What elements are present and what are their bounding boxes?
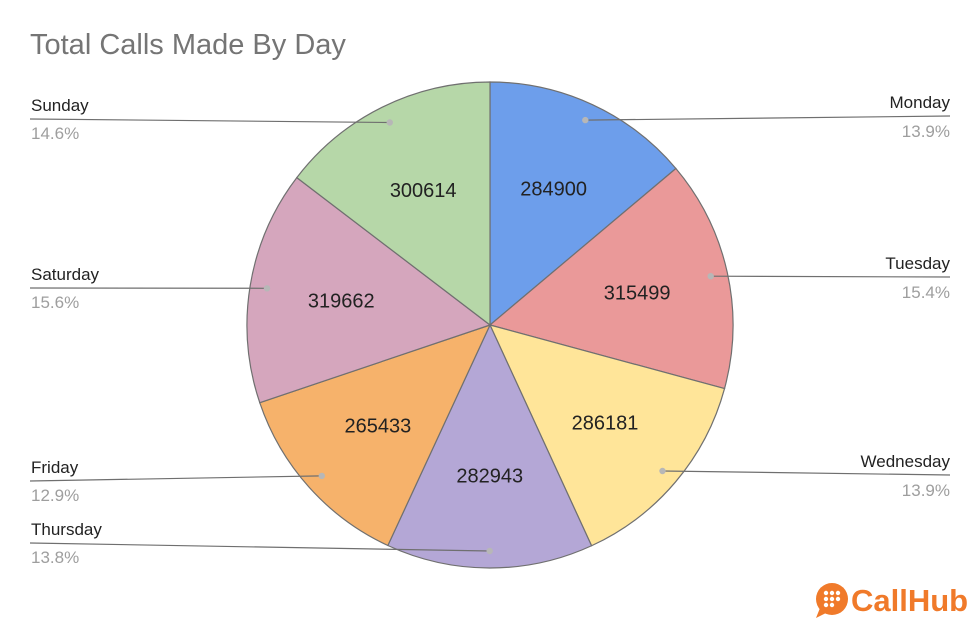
value-label-saturday: 319662 [308, 291, 375, 313]
category-label-friday: Friday [31, 458, 79, 477]
value-label-friday: 265433 [345, 416, 412, 438]
percent-label-friday: 12.9% [31, 486, 79, 505]
percent-label-thursday: 13.8% [31, 548, 79, 567]
value-label-monday: 284900 [520, 178, 587, 200]
slice-tuesday [488, 167, 734, 390]
value-label-sunday: 300614 [390, 180, 457, 202]
category-label-tuesday: Tuesday [885, 254, 950, 273]
value-label-wednesday: 286181 [572, 412, 639, 434]
percent-label-tuesday: 15.4% [902, 283, 950, 302]
leader-dot-friday [318, 472, 325, 480]
callhub-logo: CallHub [816, 583, 968, 618]
leader-line-tuesday [710, 275, 951, 278]
leader-line-thursday [29, 542, 490, 552]
leader-dot-thursday [486, 547, 493, 555]
percent-label-saturday: 15.6% [31, 293, 79, 312]
leader-line-friday [29, 475, 322, 482]
leader-lines [29, 115, 951, 555]
slice-friday [258, 323, 492, 547]
chat-bubble-icon [816, 583, 848, 618]
category-label-sunday: Sunday [31, 96, 89, 115]
slice-monday [489, 81, 677, 327]
brand-name: CallHub [851, 583, 968, 618]
slice-thursday [387, 323, 593, 569]
chart-title: Total Calls Made By Day [30, 29, 346, 61]
pie-slices [246, 81, 734, 569]
value-label-tuesday: 315499 [604, 283, 671, 305]
percent-label-sunday: 14.6% [31, 124, 79, 143]
leader-line-sunday [29, 118, 390, 124]
leader-dot-saturday [263, 285, 271, 292]
leader-dot-sunday [386, 119, 393, 126]
slice-labels: 284900 Monday 13.9% 315499 Tuesday 15.4% 28618… [31, 93, 950, 567]
leader-dot-wednesday [659, 467, 666, 475]
category-label-wednesday: Wednesday [861, 452, 951, 471]
leader-line-wednesday [662, 470, 951, 476]
category-label-thursday: Thursday [31, 520, 102, 539]
leader-dot-tuesday [707, 273, 714, 280]
value-label-thursday: 282943 [456, 466, 523, 488]
slice-sunday [295, 81, 491, 327]
percent-label-monday: 13.9% [902, 122, 950, 141]
leader-line-monday [585, 115, 951, 121]
slice-saturday [246, 176, 492, 404]
category-label-saturday: Saturday [31, 265, 100, 284]
category-label-monday: Monday [890, 93, 951, 112]
slice-wednesday [488, 324, 726, 547]
leader-dot-monday [582, 116, 589, 124]
percent-label-wednesday: 13.9% [902, 481, 950, 500]
